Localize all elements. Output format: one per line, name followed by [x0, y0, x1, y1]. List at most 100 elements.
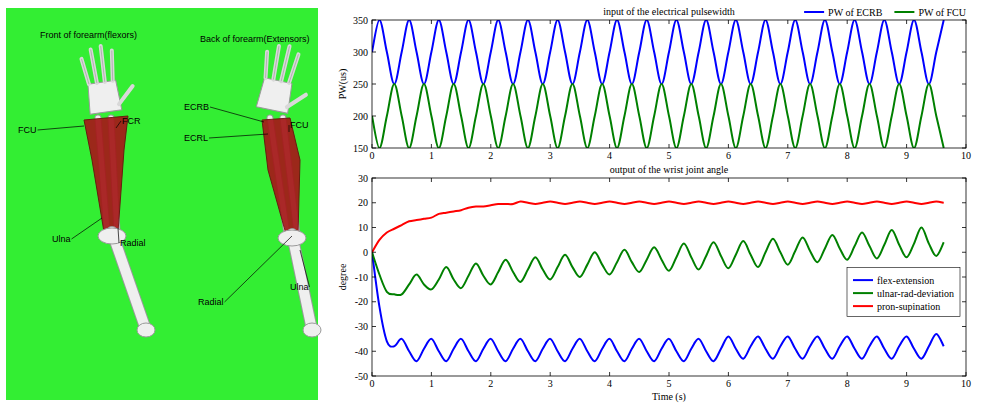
- y-tick: [372, 326, 376, 327]
- chart-title: input of the electrical pulsewidth: [603, 6, 735, 17]
- y-tick-right: [962, 20, 966, 21]
- y-tick-label: -50: [355, 371, 368, 382]
- y-tick-label: 150: [353, 143, 368, 154]
- legend-swatch: [853, 305, 873, 307]
- leader-line: [116, 121, 121, 128]
- muscle: [262, 118, 300, 234]
- y-tick-right: [962, 376, 966, 377]
- x-tick-top: [372, 178, 373, 182]
- palm: [86, 80, 122, 114]
- x-tick: [550, 372, 551, 376]
- x-tick: [966, 144, 967, 148]
- x-tick: [728, 144, 729, 148]
- x-tick: [372, 144, 373, 148]
- y-tick-label: 350: [353, 15, 368, 26]
- legend-label: ulnar-rad-deviation: [877, 288, 954, 299]
- y-tick-right: [962, 252, 966, 253]
- leader-line: [300, 250, 310, 287]
- x-tick: [431, 144, 432, 148]
- x-tick-top: [609, 178, 610, 182]
- humerus-bone-fill: [112, 232, 146, 330]
- x-tick: [490, 372, 491, 376]
- y-axis-title: degree: [337, 263, 348, 290]
- legend-label: pron-supination: [877, 301, 940, 312]
- x-tick-label: 9: [904, 378, 909, 389]
- x-tick: [609, 144, 610, 148]
- y-tick-right: [962, 326, 966, 327]
- y-tick-right: [962, 301, 966, 302]
- x-tick-top: [728, 20, 729, 24]
- x-tick: [372, 372, 373, 376]
- y-tick-label: 0: [363, 247, 368, 258]
- finger-outline: [289, 54, 298, 84]
- x-tick-top: [906, 20, 907, 24]
- leader-line: [38, 126, 85, 130]
- y-tick-right: [962, 277, 966, 278]
- diagram-background: [6, 8, 318, 400]
- x-tick: [787, 372, 788, 376]
- y-tick-label: 250: [353, 79, 368, 90]
- anatomy-label: FCU: [290, 120, 309, 130]
- y-tick-label: 300: [353, 47, 368, 58]
- y-tick-label: 10: [358, 222, 368, 233]
- x-tick: [847, 372, 848, 376]
- y-tick: [372, 20, 376, 21]
- y-tick: [372, 52, 376, 53]
- plot-area: [372, 178, 966, 376]
- y-tick-right: [962, 178, 966, 179]
- x-tick: [847, 144, 848, 148]
- x-tick-top: [728, 178, 729, 182]
- y-tick: [372, 301, 376, 302]
- series-line: [372, 20, 944, 84]
- panel-title: Back of forearm(Extensors): [200, 34, 310, 44]
- x-tick-label: 2: [488, 378, 493, 389]
- x-tick-top: [669, 178, 670, 182]
- x-tick: [490, 144, 491, 148]
- x-tick-label: 4: [607, 378, 612, 389]
- finger: [289, 54, 298, 84]
- x-tick-label: 6: [726, 378, 731, 389]
- chart-panel: 012345678910-50-40-30-20-100102030output…: [337, 164, 971, 403]
- series-line: [372, 201, 944, 252]
- x-tick-top: [966, 20, 967, 24]
- x-tick-label: 3: [548, 150, 553, 161]
- x-tick-label: 0: [370, 378, 375, 389]
- y-tick: [372, 277, 376, 278]
- y-tick-label: -30: [355, 321, 368, 332]
- muscle: [84, 116, 128, 232]
- humerus-bone: [112, 232, 146, 330]
- x-tick: [728, 372, 729, 376]
- front-arm: [80, 42, 155, 337]
- finger-outline: [262, 52, 271, 78]
- x-tick-label: 6: [726, 150, 731, 161]
- finger-outline: [109, 51, 116, 81]
- legend-label: PW of ECRB: [828, 7, 883, 18]
- x-tick-top: [669, 20, 670, 24]
- y-tick: [372, 227, 376, 228]
- anatomy-label: Radial: [198, 297, 224, 307]
- x-tick: [906, 372, 907, 376]
- x-tick-top: [431, 178, 432, 182]
- x-tick: [906, 144, 907, 148]
- x-tick-label: 1: [429, 150, 434, 161]
- x-tick-top: [966, 178, 967, 182]
- y-tick-label: 20: [358, 197, 368, 208]
- finger-outline: [281, 46, 289, 81]
- thumb: [117, 86, 135, 104]
- finger: [281, 46, 289, 81]
- anatomy-label: FCU: [18, 125, 37, 135]
- legend: flex-extensionulnar-rad-deviationpron-su…: [847, 268, 960, 317]
- x-tick: [550, 144, 551, 148]
- y-tick: [372, 202, 376, 203]
- anatomy-label: Ulna: [52, 234, 71, 244]
- x-tick: [669, 372, 670, 376]
- x-tick-top: [787, 178, 788, 182]
- legend: PW of ECRBPW of FCU: [804, 7, 967, 18]
- x-tick: [787, 144, 788, 148]
- x-tick-label: 8: [845, 150, 850, 161]
- legend-swatch: [853, 279, 873, 281]
- finger: [262, 52, 271, 78]
- x-tick-top: [372, 20, 373, 24]
- y-tick-label: 30: [358, 173, 368, 184]
- finger: [81, 58, 88, 84]
